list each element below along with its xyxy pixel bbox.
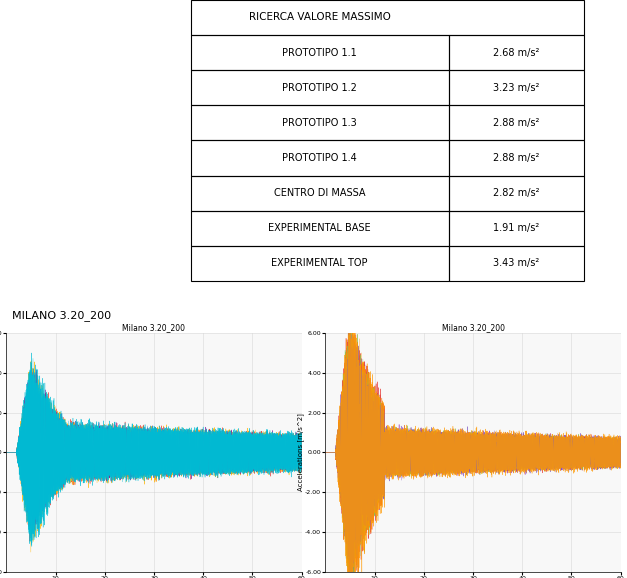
Text: MILANO 3.20_200: MILANO 3.20_200 <box>13 310 112 321</box>
Bar <box>191 140 449 176</box>
Text: 2.82 m/s²: 2.82 m/s² <box>493 188 539 198</box>
Text: 3.43 m/s²: 3.43 m/s² <box>493 258 539 268</box>
Text: PROTOTIPO 1.2: PROTOTIPO 1.2 <box>282 83 357 92</box>
Bar <box>191 105 449 140</box>
Bar <box>449 35 584 70</box>
Text: EXPERIMENTAL TOP: EXPERIMENTAL TOP <box>271 258 368 268</box>
Bar <box>191 0 584 35</box>
Legend: EXP Base Milano, A1-10 AL, A1-100 AL2, A1-1000 AL2, A1-1000 AL: EXP Base Milano, A1-10 AL, A1-100 AL2, A… <box>406 335 461 370</box>
Bar <box>449 246 584 281</box>
Text: PROTOTIPO 1.1: PROTOTIPO 1.1 <box>282 47 357 58</box>
Bar <box>191 246 449 281</box>
Text: 2.88 m/s²: 2.88 m/s² <box>493 153 539 163</box>
Text: RICERCA VALORE MASSIMO: RICERCA VALORE MASSIMO <box>249 13 391 23</box>
Bar <box>449 210 584 246</box>
Bar <box>191 70 449 105</box>
Bar <box>191 176 449 210</box>
Text: PROTOTIPO 1.3: PROTOTIPO 1.3 <box>282 118 357 128</box>
Text: 2.68 m/s²: 2.68 m/s² <box>493 47 539 58</box>
Bar <box>191 210 449 246</box>
Bar <box>449 105 584 140</box>
Bar <box>449 176 584 210</box>
Text: CENTRO DI MASSA: CENTRO DI MASSA <box>274 188 366 198</box>
Text: EXPERIMENTAL BASE: EXPERIMENTAL BASE <box>268 223 371 234</box>
Title: Milano 3.20_200: Milano 3.20_200 <box>441 323 505 332</box>
Text: PROTOTIPO 1.4: PROTOTIPO 1.4 <box>282 153 357 163</box>
Bar <box>449 140 584 176</box>
Text: 1.91 m/s²: 1.91 m/s² <box>493 223 539 234</box>
Title: Milano 3.20_200: Milano 3.20_200 <box>122 323 186 332</box>
Bar <box>191 35 449 70</box>
Y-axis label: Accelerations [m/s^2]: Accelerations [m/s^2] <box>297 413 303 491</box>
Text: 2.88 m/s²: 2.88 m/s² <box>493 118 539 128</box>
Text: 3.23 m/s²: 3.23 m/s² <box>493 83 539 92</box>
Bar <box>449 70 584 105</box>
